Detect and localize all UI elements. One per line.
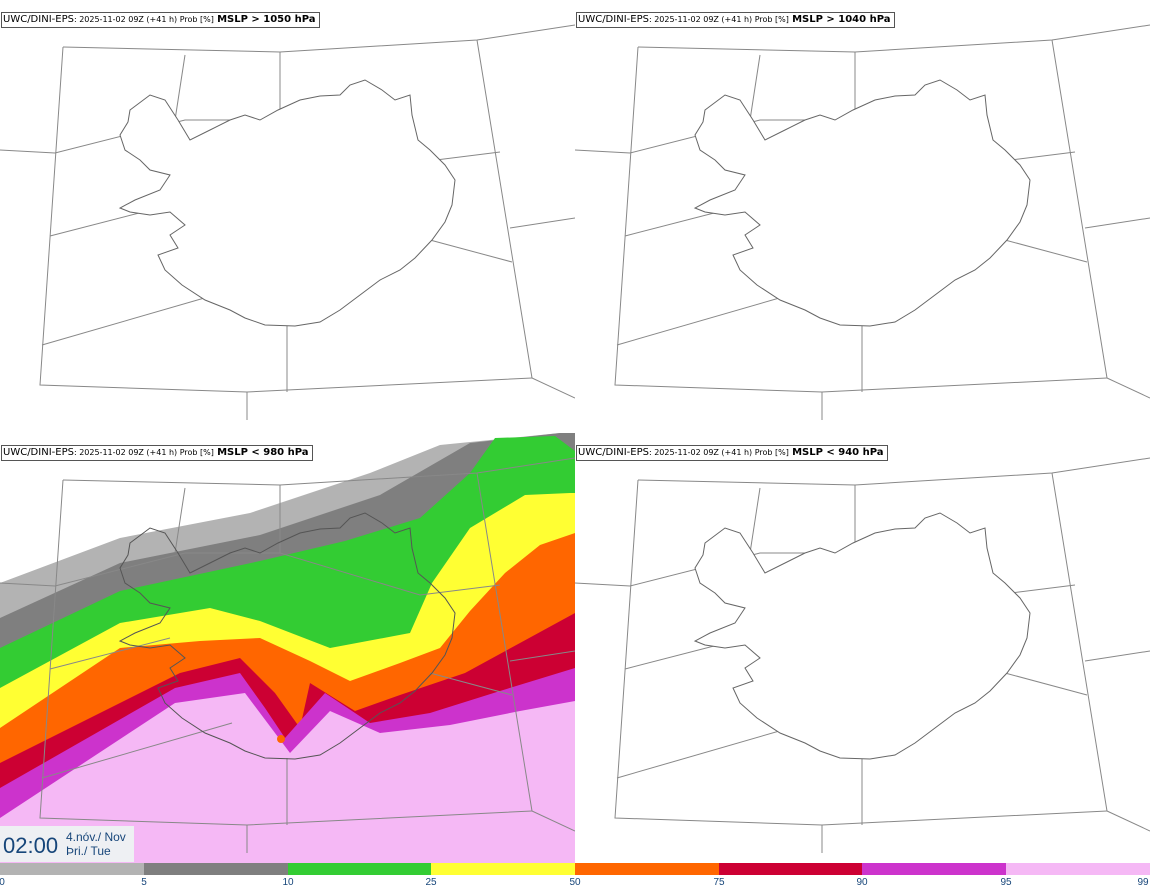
map-panel-mslp-lt-940: UWC/DINI-EPS: 2025-11-02 09Z (+41 h) Pro… [575,433,1150,866]
map-panel-mslp-lt-980: UWC/DINI-EPS: 2025-11-02 09Z (+41 h) Pro… [0,433,575,866]
colorbar-tick-label: 0 [0,877,5,888]
colorbar-tick-label: 75 [713,877,725,888]
valid-date: 4.nóv./ Nov Þri./ Tue [66,830,126,858]
iceland-coastline-icon [118,512,456,760]
colorbar-segment [1006,863,1150,875]
panel-title: UWC/DINI-EPS: 2025-11-02 09Z (+41 h) Pro… [576,12,895,28]
grid-lines [0,457,575,853]
valid-date-line1: 4.nóv./ Nov [66,830,126,844]
colorbar-segment [431,863,575,875]
panel-title: UWC/DINI-EPS: 2025-11-02 09Z (+41 h) Pro… [576,445,888,461]
iceland-coastline-icon [693,512,1031,760]
probability-colorbar [0,863,1150,875]
map-canvas [575,24,1150,420]
map-canvas [0,433,575,866]
panel-title: UWC/DINI-EPS: 2025-11-02 09Z (+41 h) Pro… [1,12,320,28]
panel-title: UWC/DINI-EPS: 2025-11-02 09Z (+41 h) Pro… [1,445,313,461]
colorbar-tick-label: 50 [569,877,581,888]
colorbar-tick-label: 25 [425,877,437,888]
iceland-coastline-icon [693,79,1031,327]
colorbar-tick-label: 90 [856,877,868,888]
map-canvas [0,24,575,420]
probability-shading [0,433,575,866]
colorbar-segment [575,863,719,875]
grid-lines [575,24,1150,420]
colorbar-segment [862,863,1006,875]
valid-date-line2: Þri./ Tue [66,844,111,858]
map-canvas [575,457,1150,853]
colorbar-segment [144,863,288,875]
valid-time-box: 02:00 4.nóv./ Nov Þri./ Tue [0,826,134,862]
colorbar-segment [288,863,431,875]
grid-lines [0,24,575,420]
colorbar-tick-label: 10 [282,877,294,888]
map-panel-mslp-gt-1050: UWC/DINI-EPS: 2025-11-02 09Z (+41 h) Pro… [0,0,575,433]
colorbar-segment [0,863,144,875]
colorbar-tick-label: 99 [1137,877,1149,888]
map-panel-mslp-gt-1040: UWC/DINI-EPS: 2025-11-02 09Z (+41 h) Pro… [575,0,1150,433]
iceland-coastline-icon [118,79,456,327]
colorbar-tick-label: 95 [1000,877,1012,888]
colorbar-segment [719,863,862,875]
valid-time-clock: 02:00 [3,833,59,858]
colorbar-tick-label: 5 [141,877,147,888]
